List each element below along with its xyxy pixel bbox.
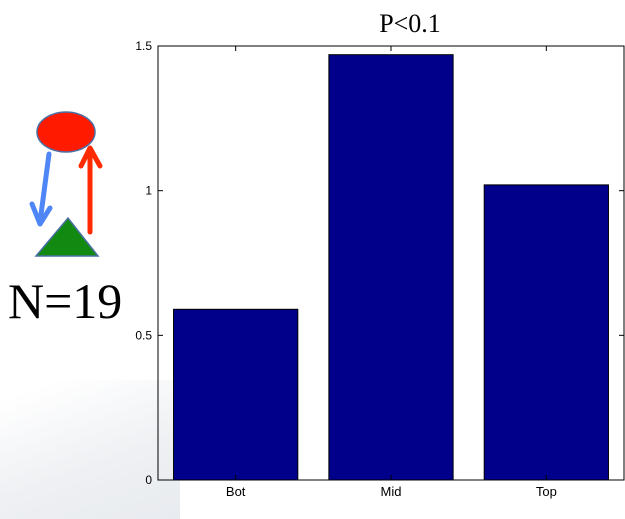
y-tick-label: 1 <box>145 184 152 198</box>
red-circle-icon <box>36 111 96 153</box>
x-axis: Bot Mid Top <box>226 46 557 499</box>
bar-mid <box>328 54 454 481</box>
y-tick-label: 0.5 <box>135 328 152 342</box>
blue-down-arrow-icon <box>29 151 53 227</box>
green-triangle-icon <box>34 216 100 257</box>
bar-top <box>483 184 609 481</box>
x-tick-label-mid: Mid <box>381 484 402 499</box>
bar-bot <box>173 308 299 481</box>
y-tick-label: 0 <box>145 473 152 487</box>
bars-group <box>173 54 609 481</box>
chart-title: P<0.1 <box>379 9 441 38</box>
food-web-glyph <box>29 111 103 257</box>
x-tick-label-bot: Bot <box>226 484 246 499</box>
red-up-arrow-icon <box>78 145 103 235</box>
x-tick-label-top: Top <box>536 484 557 499</box>
sample-size-label: N=19 <box>8 273 123 329</box>
y-tick-label: 1.5 <box>135 39 152 53</box>
background-shadow <box>0 380 180 519</box>
y-axis: 0 0.5 1 1.5 <box>135 39 624 487</box>
